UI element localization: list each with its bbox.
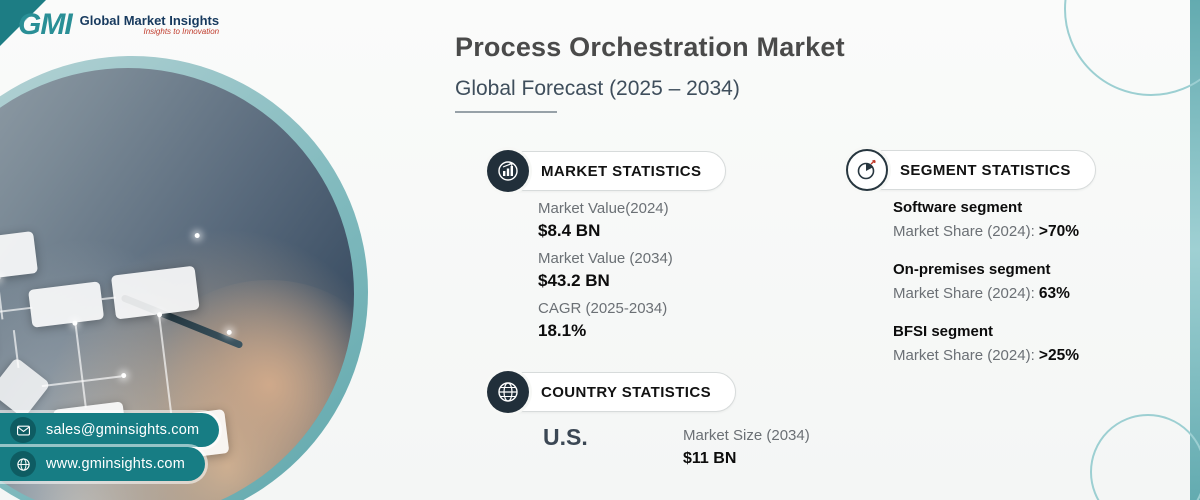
market-statistics-list: Market Value(2024) $8.4 BN Market Value … [538, 200, 673, 341]
header: Process Orchestration Market Global Fore… [455, 32, 845, 113]
stat-value: 18.1% [538, 321, 587, 340]
segment-statistics-label: SEGMENT STATISTICS [900, 161, 1071, 179]
country-name: U.S. [543, 424, 588, 450]
segment-name: On-premises segment [893, 261, 1051, 278]
segment-share: Market Share (2024): 63% [893, 285, 1079, 303]
segment-item: On-premises segment Market Share (2024):… [893, 261, 1079, 303]
market-statistics-icon [487, 150, 529, 192]
globe-icon [498, 382, 518, 402]
segment-statistics-list: Software segment Market Share (2024): >7… [893, 199, 1079, 385]
gmi-logo-mark: GMI [16, 8, 74, 42]
contact-email[interactable]: sales@gminsights.com [46, 422, 200, 438]
decorative-circle-top-right [1064, 0, 1200, 96]
logo-tagline: Insights to Innovation [143, 26, 220, 36]
country-size-label: Market Size (2034) [683, 427, 810, 444]
page-subtitle: Global Forecast (2025 – 2034) [455, 77, 740, 100]
gmi-logo-text: GMI [18, 8, 73, 41]
stat-label: Market Value(2024) [538, 200, 669, 217]
logo-company-name: Global Market Insights [79, 12, 220, 28]
stat-label: CAGR (2025-2034) [538, 300, 668, 317]
segment-share-label: Market Share (2024): [893, 285, 1039, 302]
contact-website-pill[interactable]: www.gminsights.com [0, 447, 205, 481]
contact-email-pill[interactable]: sales@gminsights.com [0, 413, 220, 447]
pie-chart-icon [857, 159, 876, 180]
email-icon [10, 417, 36, 443]
country-market-size: Market Size (2034) $11 BN [683, 427, 810, 468]
segment-share-label: Market Share (2024): [893, 347, 1039, 364]
teal-corner-decoration [0, 0, 46, 46]
stat-label: Market Value (2034) [538, 250, 673, 267]
country-size-value: $11 BN [683, 450, 737, 467]
globe-chart-icon [498, 161, 518, 181]
country-statistics-label: COUNTRY STATISTICS [541, 383, 711, 401]
contact-website[interactable]: www.gminsights.com [46, 456, 185, 472]
subtitle-underline [455, 111, 557, 113]
segment-statistics-icon [846, 149, 888, 191]
segment-share-value: 63% [1038, 285, 1070, 302]
stat-value: $8.4 BN [538, 221, 601, 240]
segment-share: Market Share (2024): >25% [893, 347, 1079, 365]
segment-share-value: >70% [1038, 223, 1079, 240]
segment-share-value: >25% [1038, 347, 1079, 364]
segment-name: BFSI segment [893, 323, 994, 340]
segment-name: Software segment [893, 199, 1023, 216]
segment-item: BFSI segment Market Share (2024): >25% [893, 323, 1079, 365]
market-statistics-label: MARKET STATISTICS [541, 162, 702, 180]
segment-share-label: Market Share (2024): [893, 223, 1039, 240]
website-globe-icon [10, 451, 36, 477]
segment-item: Software segment Market Share (2024): >7… [893, 199, 1079, 241]
stat-value: $43.2 BN [538, 271, 610, 290]
country-statistics-icon [487, 371, 529, 413]
decorative-circle-bottom-right [1090, 414, 1200, 500]
page-title: Process Orchestration Market [455, 32, 845, 62]
market-statistics-heading: MARKET STATISTICS [487, 150, 727, 192]
gmi-logo: GMI Global Market Insights Insights to I… [16, 8, 219, 42]
segment-share: Market Share (2024): >70% [893, 223, 1079, 241]
right-edge-teal-strip [1190, 0, 1200, 500]
segment-statistics-heading: SEGMENT STATISTICS [846, 149, 1096, 191]
country-statistics-heading: COUNTRY STATISTICS [487, 371, 736, 413]
